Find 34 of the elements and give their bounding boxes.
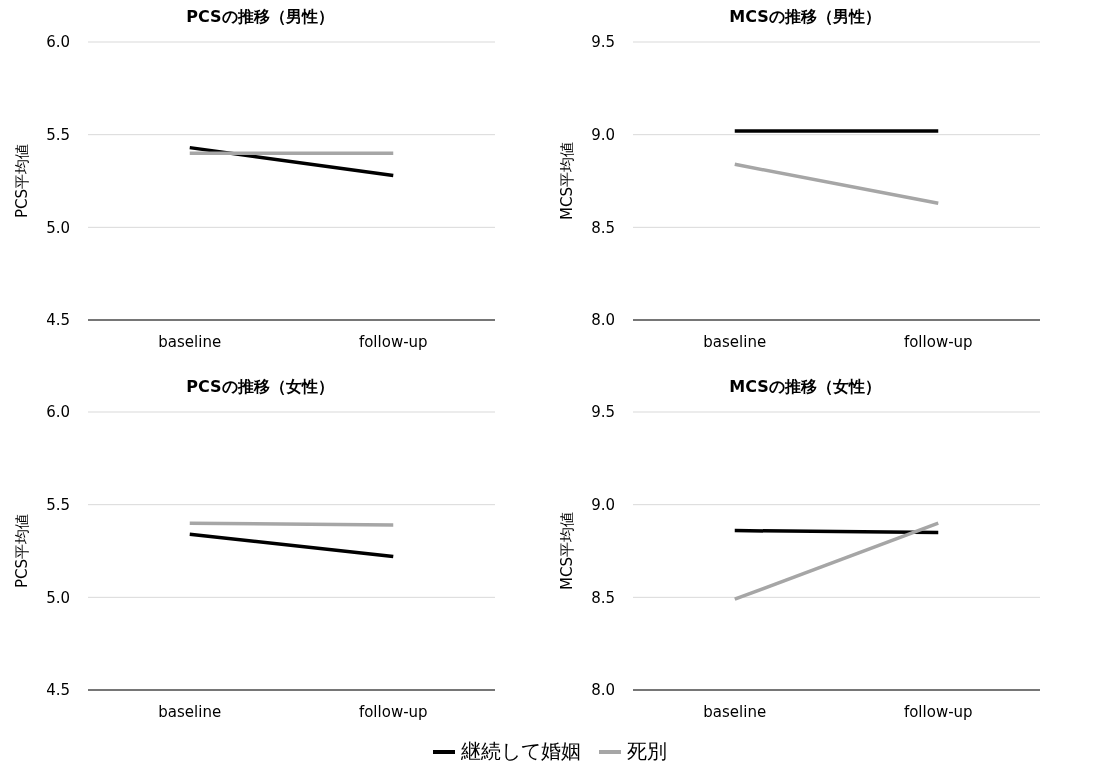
y-tick-label: 9.0: [591, 125, 615, 144]
y-axis-title: MCS平均値: [558, 142, 577, 220]
y-tick-label: 8.5: [591, 218, 615, 237]
y-tick-label: 5.0: [46, 218, 70, 237]
x-tick-label: follow-up: [903, 702, 973, 721]
y-tick-label: 6.0: [46, 33, 70, 52]
x-tick-label: follow-up: [903, 332, 973, 351]
chart-title: PCSの推移（男性）: [185, 6, 335, 28]
y-tick-label: 9.0: [591, 495, 615, 514]
y-tick-label: 8.0: [591, 681, 615, 700]
y-axis-title: MCS平均値: [558, 512, 577, 590]
y-axis-title: PCS平均値: [13, 513, 32, 589]
y-tick-label: 8.5: [591, 588, 615, 607]
x-tick-label: baseline: [158, 702, 222, 721]
y-tick-label: 5.5: [46, 495, 70, 514]
chart-title: PCSの推移（女性）: [185, 376, 335, 398]
y-tick-label: 5.5: [46, 125, 70, 144]
y-tick-label: 9.5: [591, 403, 615, 422]
y-tick-label: 4.5: [46, 681, 70, 700]
legend-label: 死別: [627, 738, 667, 765]
y-tick-label: 9.5: [591, 33, 615, 52]
y-tick-label: 8.0: [591, 311, 615, 330]
x-tick-label: baseline: [158, 332, 222, 351]
y-tick-label: 6.0: [46, 403, 70, 422]
x-tick-label: follow-up: [358, 702, 428, 721]
chart-title: MCSの推移（女性）: [728, 376, 882, 398]
x-tick-label: baseline: [703, 332, 767, 351]
y-axis-title: PCS平均値: [13, 143, 32, 219]
x-tick-label: follow-up: [358, 332, 428, 351]
chart-title: MCSの推移（男性）: [728, 6, 882, 28]
y-tick-label: 4.5: [46, 311, 70, 330]
x-tick-label: baseline: [703, 702, 767, 721]
y-tick-label: 5.0: [46, 588, 70, 607]
legend-label: 継続して婚姻: [461, 738, 581, 765]
